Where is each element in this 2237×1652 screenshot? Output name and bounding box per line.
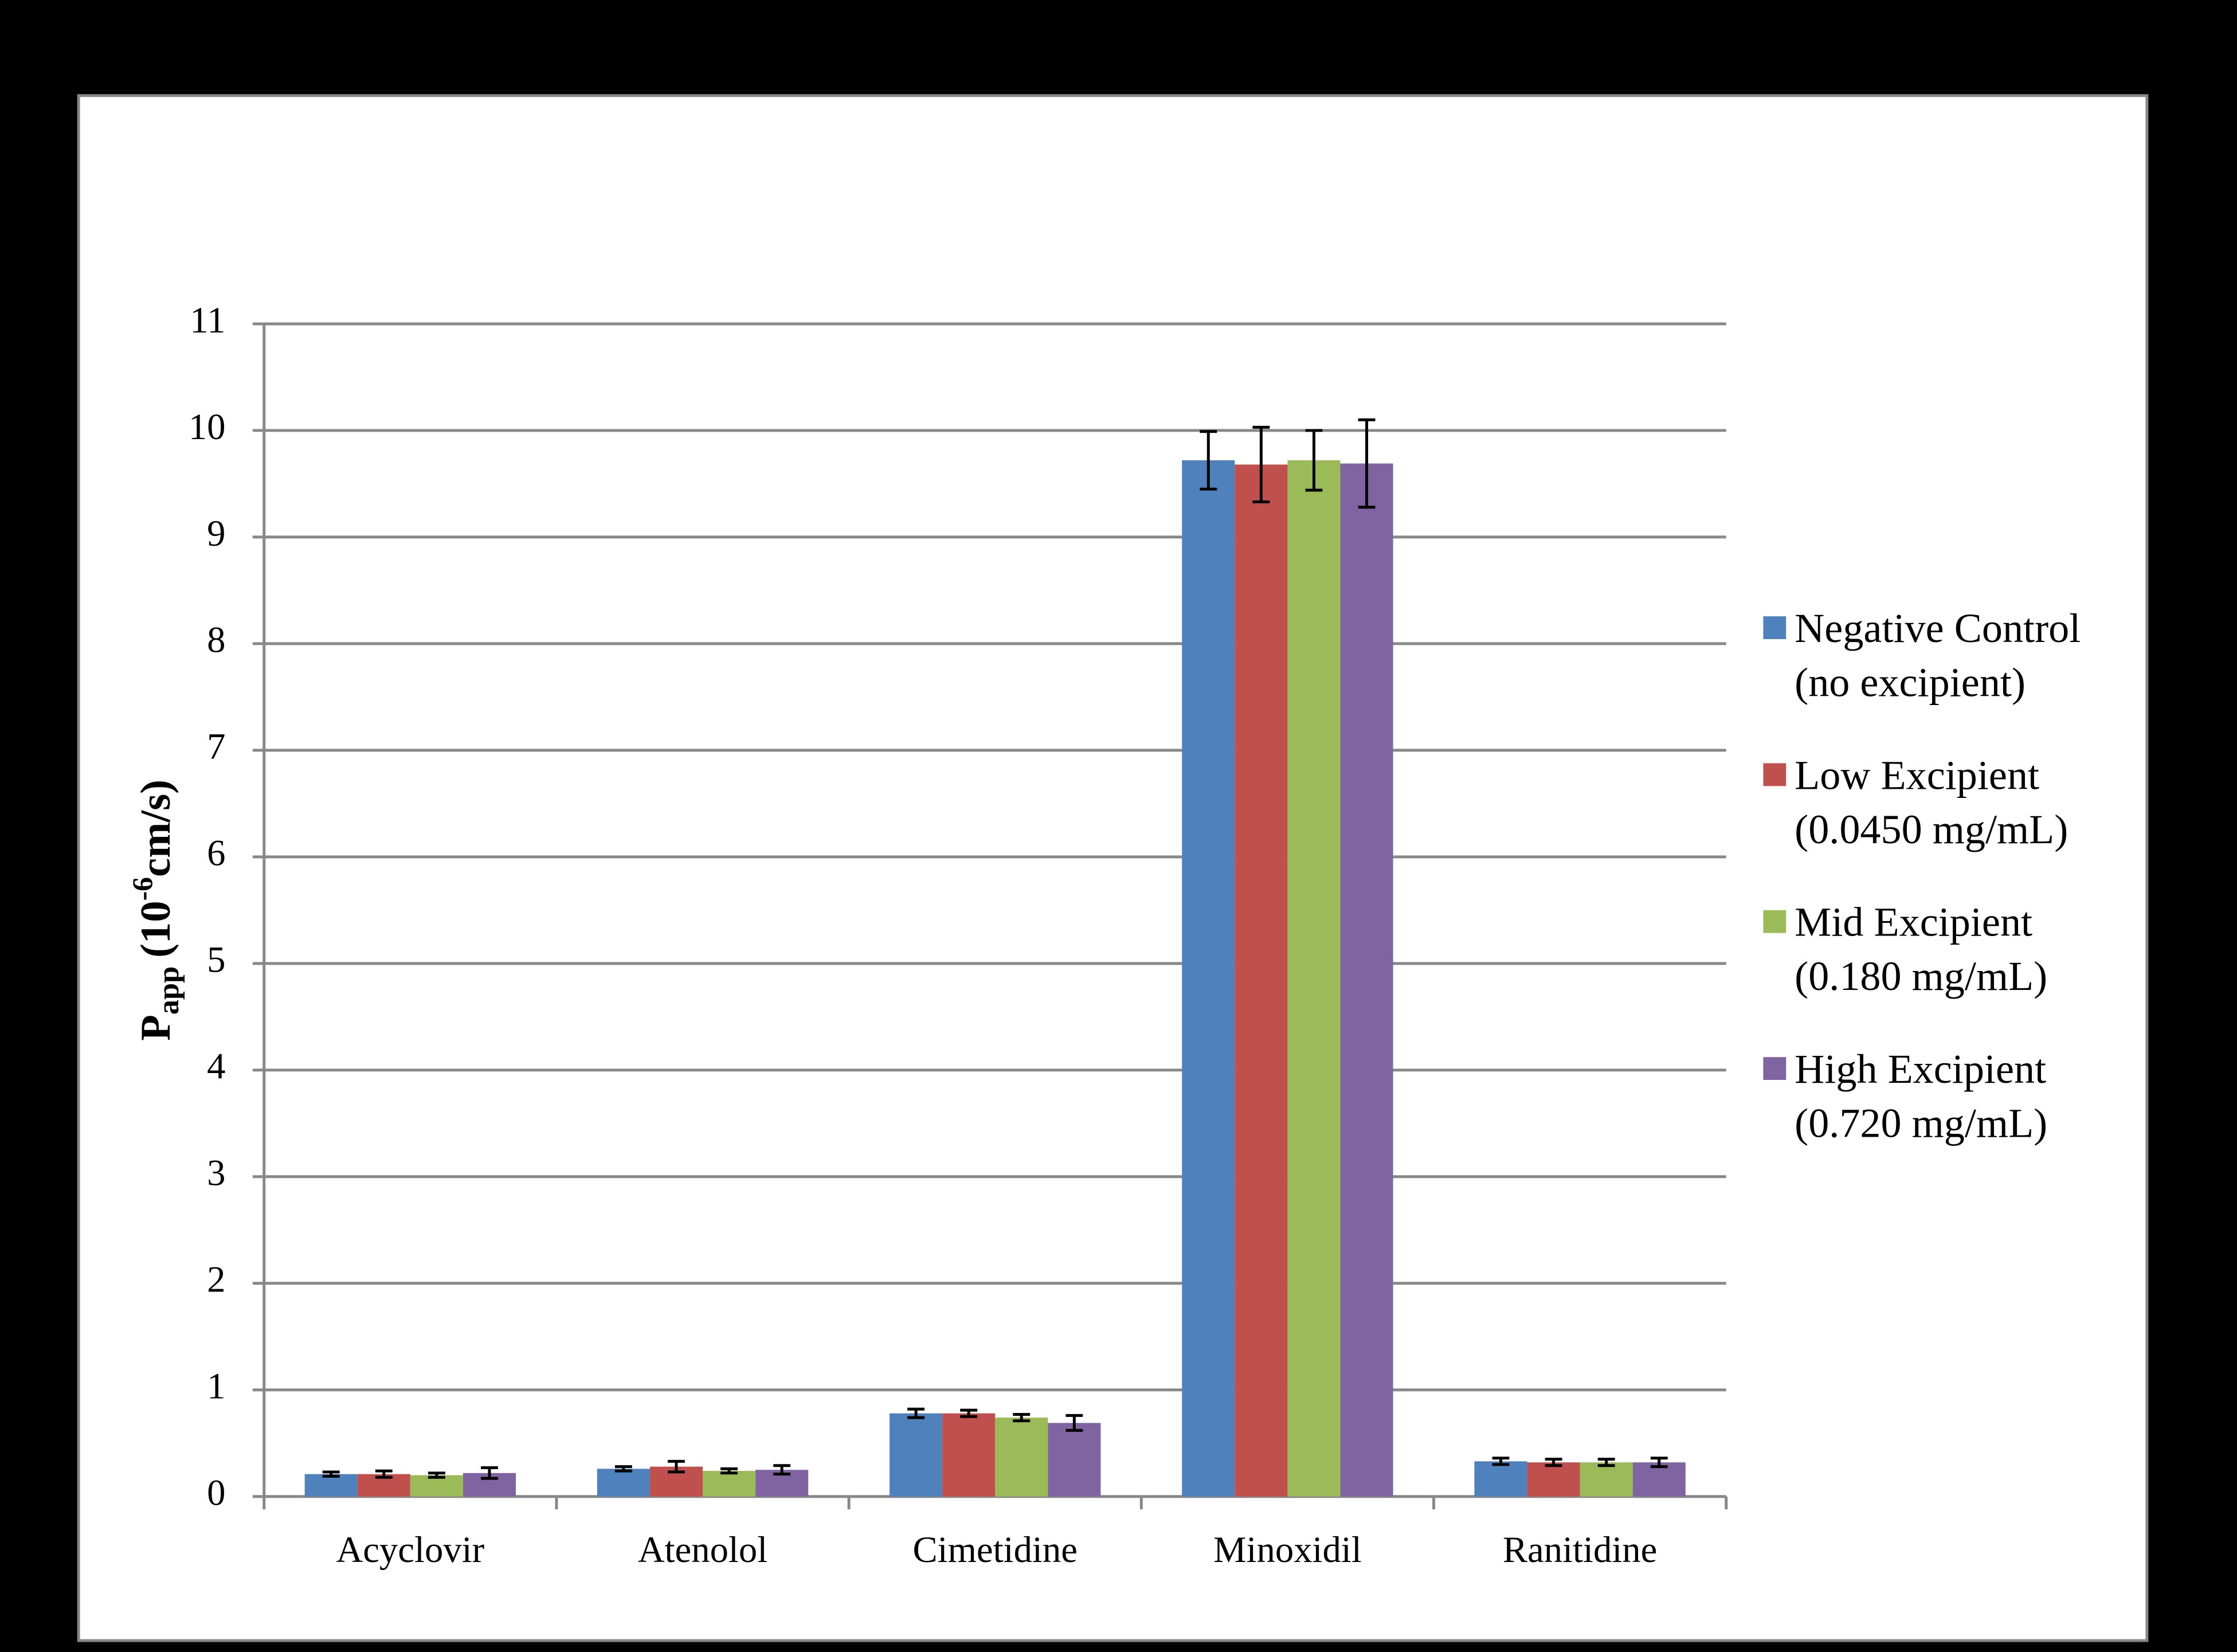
bar [1048,1423,1101,1497]
y-tick-label: 3 [207,1152,225,1193]
y-tick-label: 2 [207,1259,225,1300]
legend-label: Low Excipient (0.0450 mg/mL) [1795,753,2068,854]
legend-swatch [1763,763,1787,786]
legend-entry: Negative Control (no excipient) [1795,606,2081,706]
bar [1287,460,1341,1497]
bar [890,1413,943,1497]
bar [1527,1462,1580,1497]
error-bar [1597,1458,1615,1467]
chart-area [77,94,2149,1642]
y-label-unit: cm/s) [132,780,179,877]
error-bar [1200,430,1217,491]
y-tick-label: 0 [207,1472,225,1513]
bar [1474,1461,1527,1497]
y-tick-label: 9 [207,512,225,554]
bar [1580,1462,1633,1497]
error-bar [668,1459,685,1474]
bar [1235,464,1288,1497]
legend-swatch [1763,910,1787,933]
legend-entry: Mid Excipient (0.180 mg/mL) [1795,900,2048,1000]
error-bar [322,1470,340,1478]
bar [304,1474,358,1497]
error-bar [375,1469,393,1479]
error-bar [1545,1458,1562,1467]
x-tick-label: Cimetidine [912,1529,1077,1570]
y-label-exponent: -6 [127,877,159,901]
y-tick-label: 1 [207,1365,225,1407]
bar [942,1413,996,1497]
legend-entry: High Excipient (0.720 mg/mL) [1795,1047,2048,1147]
bar [597,1469,650,1497]
error-bar [1492,1457,1510,1466]
error-bar [1065,1414,1083,1432]
y-tick-label: 10 [189,406,226,447]
x-tick-label: Atenolol [638,1529,767,1570]
y-tick-label: 6 [207,832,225,874]
bar [703,1471,756,1497]
error-bar [614,1465,632,1473]
legend-swatch [1763,1057,1787,1081]
y-label-symbol: P [132,1015,179,1041]
error-bar [773,1464,791,1476]
error-bar [960,1408,978,1418]
bar [1182,460,1235,1497]
error-bar [1013,1413,1031,1423]
legend-label: High Excipient (0.720 mg/mL) [1795,1047,2048,1147]
error-bar [1358,418,1376,509]
bar [1340,463,1393,1497]
error-bar [907,1407,925,1419]
x-tick-label: Ranitidine [1503,1529,1658,1570]
y-tick-label: 4 [207,1046,225,1087]
legend-entry: Low Excipient (0.0450 mg/mL) [1795,753,2068,854]
bar [995,1418,1048,1497]
y-tick-label: 8 [207,619,225,660]
error-bar [1650,1457,1668,1469]
y-tick-label: 5 [207,939,225,980]
error-bar [720,1467,738,1475]
legend-label: Negative Control (no excipient) [1795,606,2081,706]
legend-label: Mid Excipient (0.180 mg/mL) [1795,900,2048,1000]
x-tick-label: Minoxidil [1213,1529,1362,1570]
error-bar [428,1471,445,1479]
y-tick-label: 11 [190,299,225,340]
y-label-unit: (10 [132,901,179,958]
x-tick-label: Acyclovir [336,1529,484,1570]
y-label-subscript: app [152,966,185,1015]
error-bar [1252,425,1270,504]
y-axis-label: Papp (10-6cm/s) [127,780,185,1041]
y-tick-label: 7 [207,726,225,767]
legend-swatch [1763,616,1787,639]
error-bar [1305,429,1323,492]
error-bar [481,1466,498,1480]
